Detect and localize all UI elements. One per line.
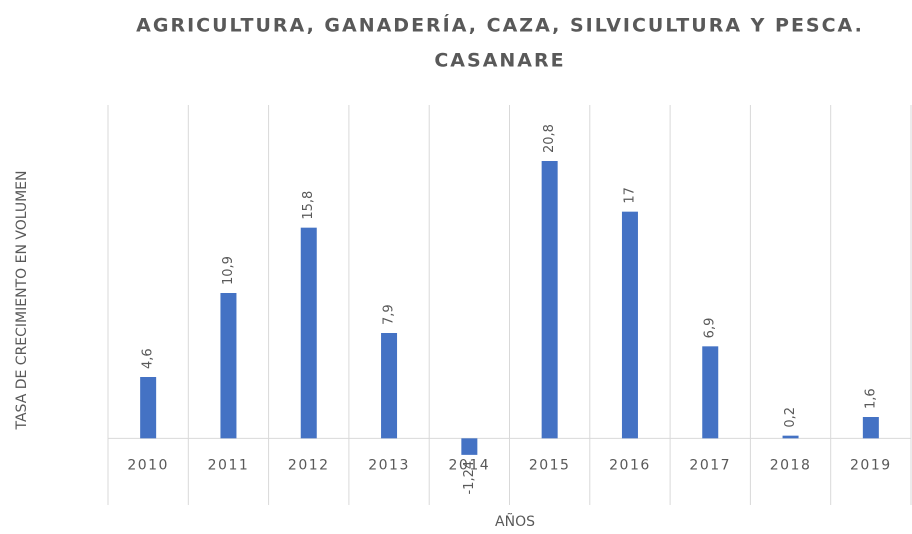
y-axis-label: TASA DE CRECIMIENTO EN VOLUMEN	[14, 171, 30, 431]
chart-title: AGRICULTURA, GANADERÍA, CAZA, SILVICULTU…	[136, 14, 864, 37]
data-label: 0,2	[783, 407, 798, 428]
bar	[381, 333, 398, 439]
data-label: 4,6	[141, 348, 156, 369]
bar	[782, 435, 799, 439]
bar	[702, 346, 719, 439]
x-tick-label: 2015	[529, 457, 571, 473]
x-tick-label: 2019	[850, 457, 892, 473]
bar	[621, 211, 638, 439]
x-tick-label: 2012	[288, 457, 330, 473]
data-label: 17	[622, 187, 637, 204]
x-tick-label: 2014	[449, 457, 491, 473]
data-label: 1,6	[863, 388, 878, 409]
x-tick-label: 2013	[368, 457, 410, 473]
bar	[862, 417, 879, 439]
bar	[461, 438, 478, 455]
bar	[140, 377, 157, 439]
bar	[541, 161, 558, 439]
data-label: 15,8	[301, 191, 316, 220]
x-tick-label: 2010	[127, 457, 169, 473]
data-label: 7,9	[382, 304, 397, 325]
x-tick-label: 2016	[609, 457, 651, 473]
x-axis-label: AÑOS	[495, 513, 535, 530]
data-label: -1,24	[462, 461, 477, 495]
x-tick-label: 2017	[689, 457, 731, 473]
data-label: 6,9	[703, 318, 718, 339]
x-tick-label: 2018	[770, 457, 812, 473]
data-label: 20,8	[542, 124, 557, 153]
bar	[300, 227, 317, 439]
data-label: 10,9	[221, 256, 236, 285]
chart-title: CASANARE	[434, 50, 565, 72]
bar	[220, 293, 237, 439]
x-tick-label: 2011	[208, 457, 250, 473]
